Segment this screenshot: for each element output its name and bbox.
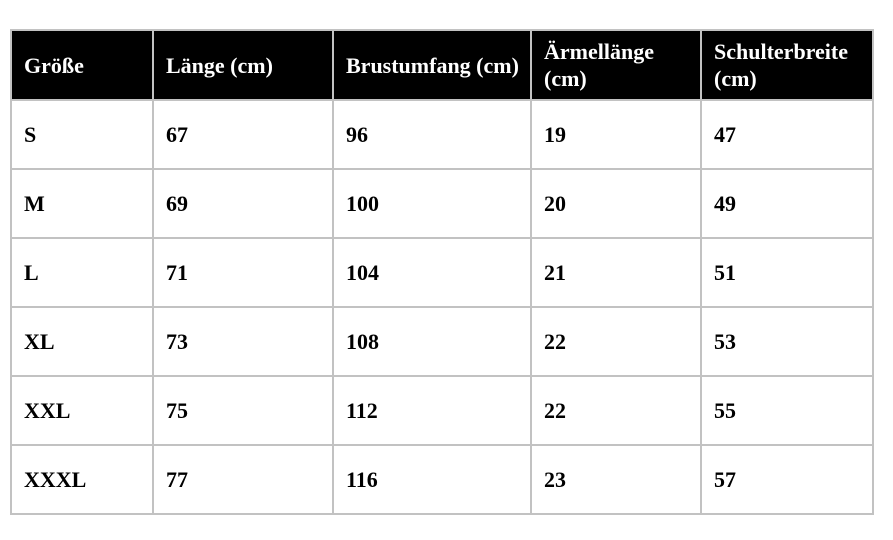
cell-sleeve-length: 22 <box>530 306 702 377</box>
table-row: XL 73 108 22 53 <box>10 306 874 377</box>
cell-chest: 116 <box>332 444 532 515</box>
cell-length: 67 <box>152 99 334 170</box>
cell-size: XXL <box>10 375 154 446</box>
table-header-row: Größe Länge (cm) Brustumfang (cm) Ärmell… <box>10 29 874 101</box>
cell-sleeve-length: 19 <box>530 99 702 170</box>
header-chest: Brustumfang (cm) <box>332 29 532 101</box>
header-shoulder-width: Schulterbreite (cm) <box>700 29 874 101</box>
header-size: Größe <box>10 29 154 101</box>
cell-length: 73 <box>152 306 334 377</box>
cell-shoulder-width: 47 <box>700 99 874 170</box>
cell-size: L <box>10 237 154 308</box>
cell-size: XL <box>10 306 154 377</box>
header-length: Länge (cm) <box>152 29 334 101</box>
cell-chest: 112 <box>332 375 532 446</box>
header-sleeve-length: Ärmellänge (cm) <box>530 29 702 101</box>
table-row: S 67 96 19 47 <box>10 99 874 170</box>
cell-length: 71 <box>152 237 334 308</box>
cell-shoulder-width: 53 <box>700 306 874 377</box>
cell-length: 75 <box>152 375 334 446</box>
cell-sleeve-length: 22 <box>530 375 702 446</box>
cell-sleeve-length: 23 <box>530 444 702 515</box>
table-row: XXL 75 112 22 55 <box>10 375 874 446</box>
table-row: M 69 100 20 49 <box>10 168 874 239</box>
cell-length: 77 <box>152 444 334 515</box>
table-row: XXXL 77 116 23 57 <box>10 444 874 515</box>
size-chart-table: Größe Länge (cm) Brustumfang (cm) Ärmell… <box>10 29 874 515</box>
cell-chest: 96 <box>332 99 532 170</box>
cell-sleeve-length: 20 <box>530 168 702 239</box>
cell-shoulder-width: 55 <box>700 375 874 446</box>
cell-sleeve-length: 21 <box>530 237 702 308</box>
cell-shoulder-width: 49 <box>700 168 874 239</box>
cell-chest: 100 <box>332 168 532 239</box>
cell-size: M <box>10 168 154 239</box>
cell-chest: 108 <box>332 306 532 377</box>
cell-shoulder-width: 57 <box>700 444 874 515</box>
cell-length: 69 <box>152 168 334 239</box>
cell-chest: 104 <box>332 237 532 308</box>
cell-size: S <box>10 99 154 170</box>
cell-shoulder-width: 51 <box>700 237 874 308</box>
cell-size: XXXL <box>10 444 154 515</box>
table-row: L 71 104 21 51 <box>10 237 874 308</box>
